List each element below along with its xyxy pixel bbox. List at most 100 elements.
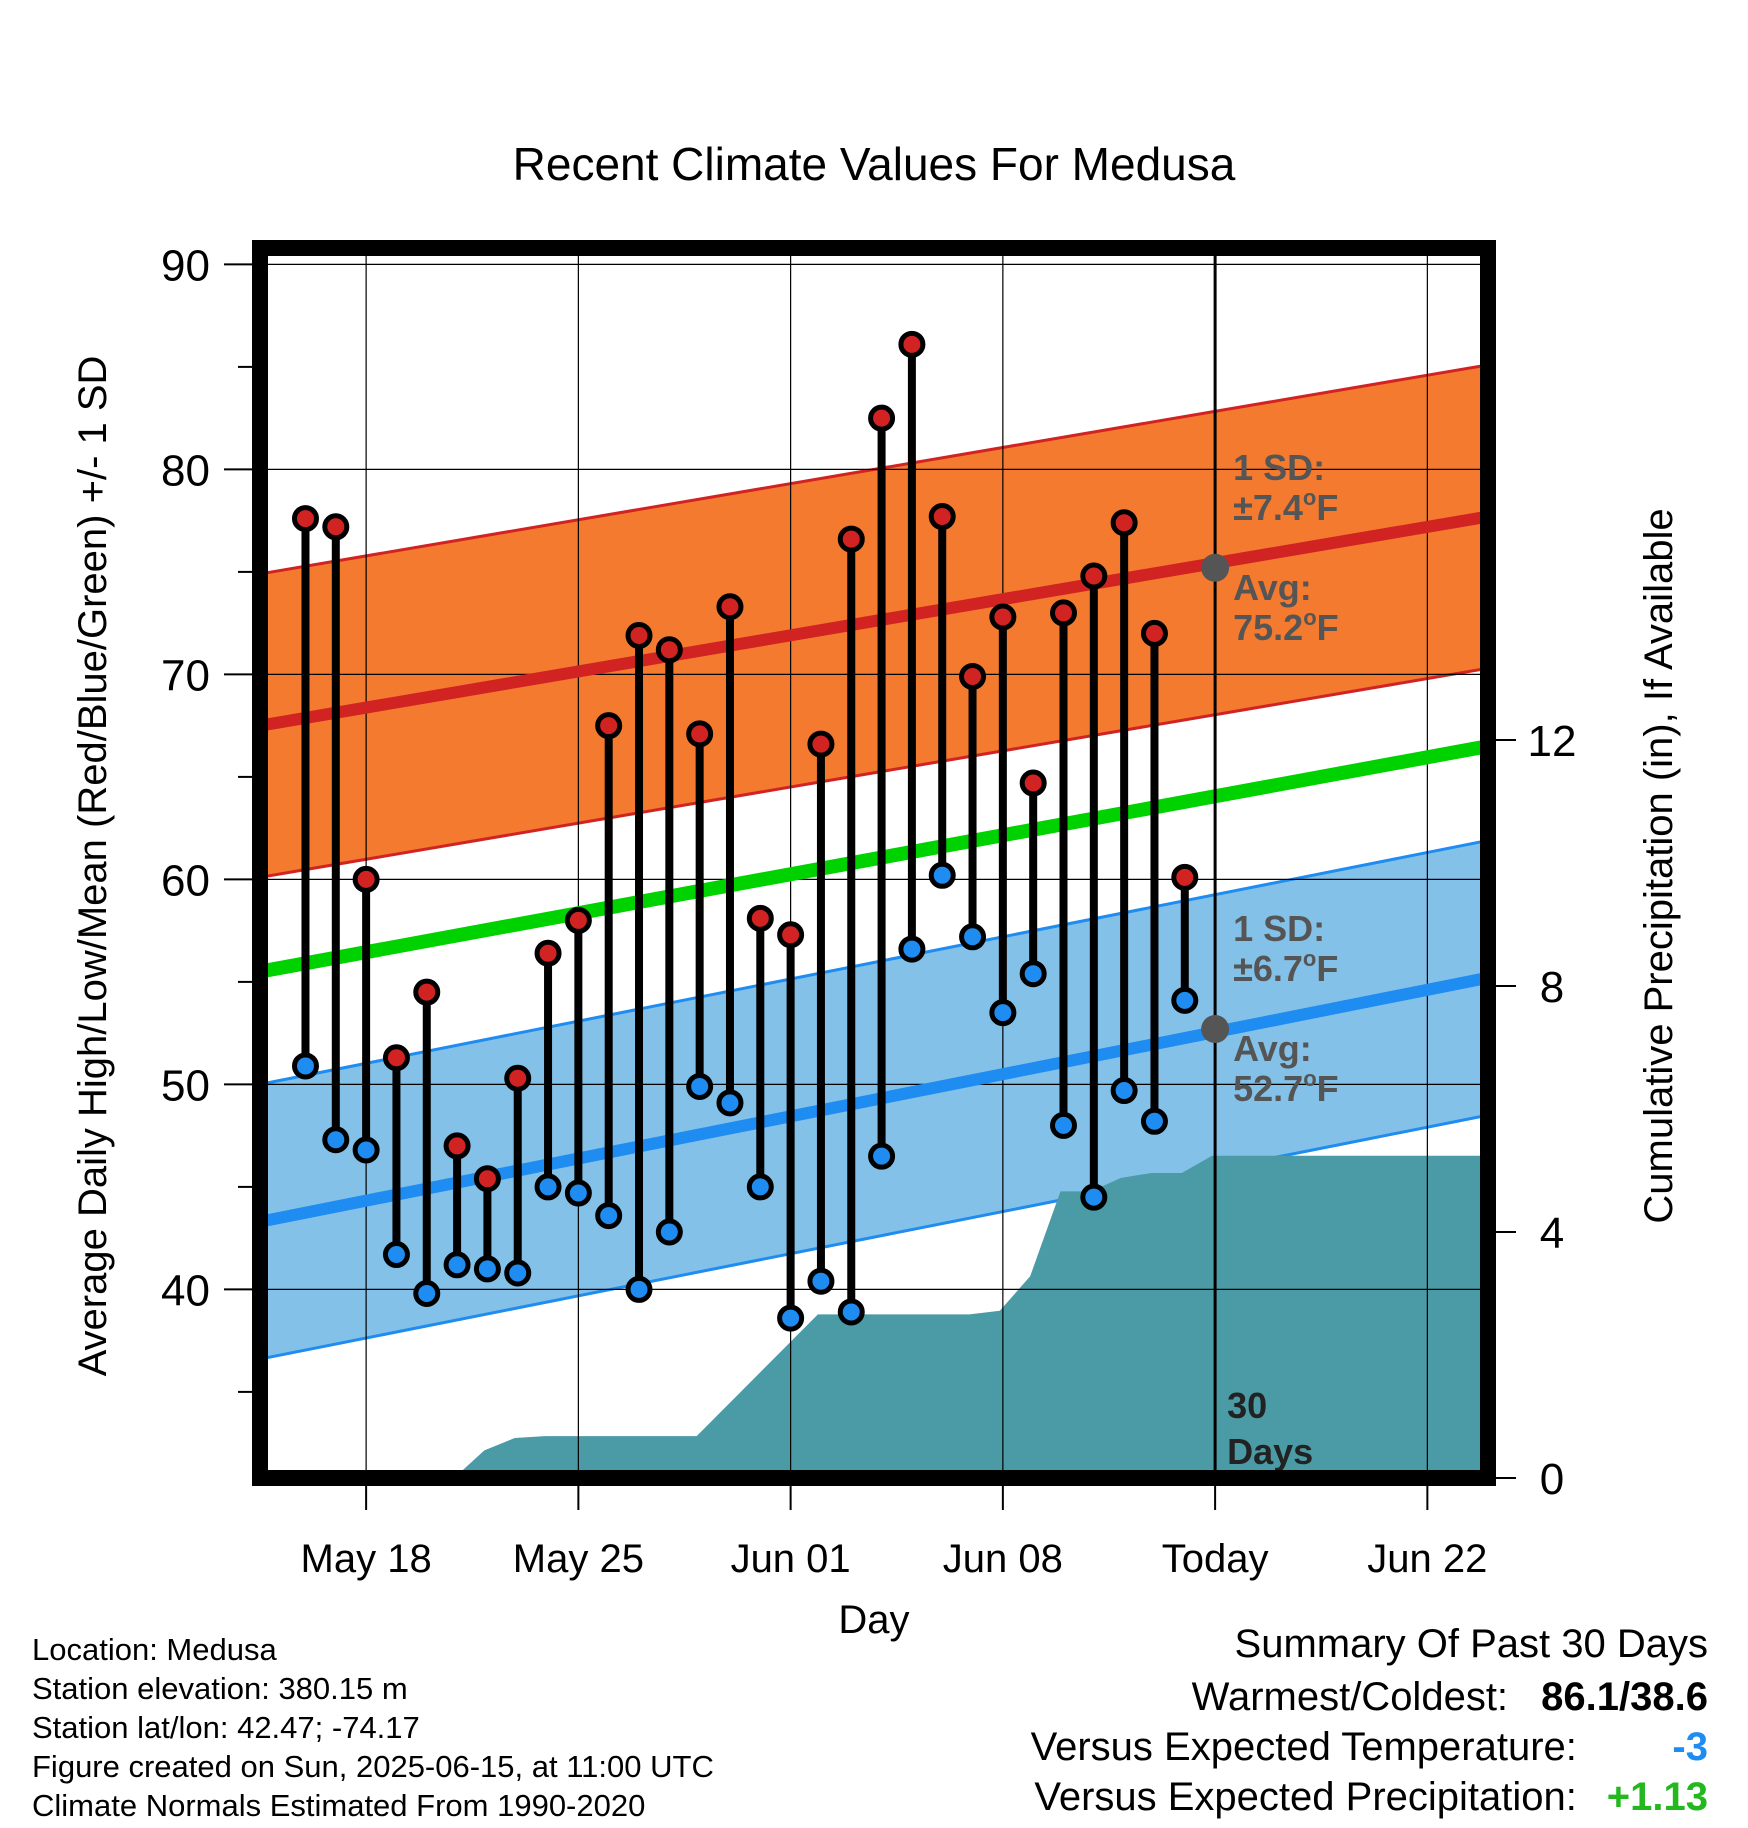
high-avg-annotation: 75.2oF (1233, 605, 1339, 648)
daily-low-point (928, 861, 956, 889)
daily-high-point (1050, 599, 1078, 627)
today-days-number: 30 (1227, 1385, 1267, 1426)
daily-low-point (443, 1251, 471, 1279)
summary-title: Summary Of Past 30 Days (1235, 1624, 1708, 1664)
daily-low-point (291, 1052, 319, 1080)
daily-low-point (807, 1267, 835, 1295)
daily-high-point (564, 906, 592, 934)
high-sd-annotation: ±7.4oF (1233, 485, 1338, 528)
low-avg-prefix: Avg: (1233, 1028, 1312, 1069)
low-avg-annotation: 52.7oF (1233, 1066, 1339, 1109)
high-avg-prefix: Avg: (1233, 567, 1312, 608)
daily-low-point (504, 1259, 532, 1287)
daily-low-point (1050, 1111, 1078, 1139)
daily-high-point (291, 505, 319, 533)
daily-high-point (868, 404, 896, 432)
daily-high-point (1140, 619, 1168, 647)
daily-low-point (686, 1072, 714, 1100)
low-sd-prefix: 1 SD: (1233, 908, 1325, 949)
y2-tick-label: 8 (1540, 963, 1564, 1012)
today-days-label: Days (1227, 1431, 1313, 1472)
daily-low-point (322, 1126, 350, 1154)
footer-normals: Climate Normals Estimated From 1990-2020 (32, 1788, 646, 1823)
footer-location: Location: Medusa (32, 1632, 277, 1667)
daily-high-point (1171, 863, 1199, 891)
daily-low-point (959, 923, 987, 951)
daily-high-point (928, 503, 956, 531)
footer-created: Figure created on Sun, 2025-06-15, at 11… (32, 1749, 714, 1784)
daily-low-point (595, 1202, 623, 1230)
y2-tick-label: 4 (1540, 1209, 1564, 1258)
x-axis-label: Day (838, 1598, 909, 1642)
daily-low-point (564, 1179, 592, 1207)
y-axis-label: Average Daily High/Low/Mean (Red/Blue/Gr… (71, 356, 115, 1377)
y2-axis-label: Cumulative Precipitation (in), If Availa… (1637, 508, 1681, 1223)
daily-high-point (777, 921, 805, 949)
summary-precip-value: +1.13 (1606, 1775, 1708, 1819)
x-tick-label: May 18 (301, 1537, 432, 1581)
x-tick-label: Today (1162, 1537, 1269, 1581)
normal-mean-line (258, 739, 1490, 979)
footer-elevation: Station elevation: 380.15 m (32, 1671, 408, 1706)
daily-low-point (1019, 960, 1047, 988)
daily-high-point (322, 513, 350, 541)
daily-high-point (746, 904, 774, 932)
daily-high-point (959, 662, 987, 690)
daily-low-point (777, 1304, 805, 1332)
daily-low-point (382, 1241, 410, 1269)
y2-tick-label: 12 (1528, 717, 1577, 766)
daily-low-point (1140, 1107, 1168, 1135)
y-tick-label: 50 (161, 1061, 210, 1110)
daily-low-point (625, 1275, 653, 1303)
summary-title-text: Summary Of Past 30 Days (1234, 1622, 1708, 1666)
daily-high-point (352, 865, 380, 893)
daily-high-point (837, 525, 865, 553)
daily-low-point (655, 1218, 683, 1246)
precipitation-area (296, 1155, 1488, 1478)
x-tick-label: May 25 (513, 1537, 644, 1581)
daily-high-point (1019, 769, 1047, 797)
daily-high-point (716, 593, 744, 621)
daily-low-point (989, 999, 1017, 1027)
daily-high-point (473, 1165, 501, 1193)
daily-high-point (534, 939, 562, 967)
daily-low-point (716, 1089, 744, 1117)
summary-warmest-coldest: Warmest/Coldest: 86.1/38.6 (1192, 1677, 1708, 1717)
y-tick-label: 40 (161, 1266, 210, 1315)
y-tick-label: 60 (161, 856, 210, 905)
today-low-normal-marker (1201, 1015, 1230, 1044)
summary-precip-label: Versus Expected Precipitation: (1034, 1775, 1577, 1819)
daily-low-point (837, 1298, 865, 1326)
daily-high-point (1110, 509, 1138, 537)
y-tick-label: 80 (161, 446, 210, 495)
summary-temp-label: Versus Expected Temperature: (1030, 1725, 1577, 1769)
daily-low-point (1110, 1077, 1138, 1105)
normal-high-line (258, 510, 1490, 732)
daily-high-point (413, 978, 441, 1006)
chart-title: Recent Climate Values For Medusa (513, 138, 1236, 190)
daily-high-point (898, 330, 926, 358)
y-tick-label: 90 (161, 241, 210, 290)
normal-low-line (258, 971, 1490, 1228)
daily-high-point (504, 1064, 532, 1092)
x-tick-label: Jun 22 (1367, 1537, 1487, 1581)
x-tick-label: Jun 01 (731, 1537, 851, 1581)
daily-low-point (1080, 1183, 1108, 1211)
daily-low-point (473, 1255, 501, 1283)
x-tick-label: Jun 08 (943, 1537, 1063, 1581)
daily-low-point (413, 1280, 441, 1307)
summary-precipitation: Versus Expected Precipitation: +1.13 (1034, 1777, 1708, 1817)
today-high-normal-marker (1201, 553, 1230, 582)
summary-temp-value: -3 (1672, 1725, 1708, 1769)
daily-low-point (868, 1142, 896, 1170)
daily-high-point (655, 636, 683, 664)
daily-high-point (686, 720, 714, 748)
daily-high-point (443, 1132, 471, 1160)
daily-high-point (625, 621, 653, 649)
daily-high-point (382, 1044, 410, 1072)
daily-high-point (1080, 562, 1108, 590)
daily-low-point (898, 935, 926, 963)
y-tick-label: 70 (161, 651, 210, 700)
daily-low-point (534, 1173, 562, 1201)
